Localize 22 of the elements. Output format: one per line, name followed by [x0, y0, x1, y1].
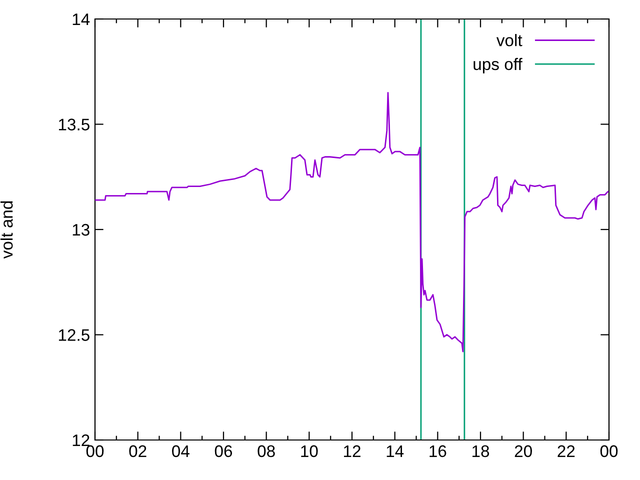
y-tick-label: 12: [72, 434, 90, 446]
legend-label: ups off: [474, 58, 522, 74]
y-tick-label: 13: [72, 224, 90, 236]
y-tick-label: 13.5: [58, 118, 90, 130]
x-tick-label: 16: [430, 445, 446, 458]
x-tick-label: 14: [386, 445, 404, 457]
y-tick-label: 14: [72, 14, 90, 26]
x-tick-label: 20: [514, 445, 532, 458]
x-tick-label: 22: [558, 445, 575, 457]
x-tick-label: 08: [258, 445, 275, 458]
x-tick-label: 00: [600, 445, 618, 458]
x-tick-label: 04: [172, 445, 190, 458]
x-tick-label: 10: [301, 445, 318, 458]
line-series: [95, 92, 609, 352]
x-tick-label: 12: [344, 445, 360, 457]
y-tick-label: 12.5: [58, 329, 90, 341]
y-axis-title: volt and: [0, 201, 13, 259]
x-tick-label: 18: [472, 445, 490, 458]
x-tick-label: 06: [214, 445, 232, 458]
legend-label: volt: [496, 34, 522, 46]
x-tick-label: 02: [129, 445, 146, 458]
x-tick-label: 00: [86, 445, 104, 458]
